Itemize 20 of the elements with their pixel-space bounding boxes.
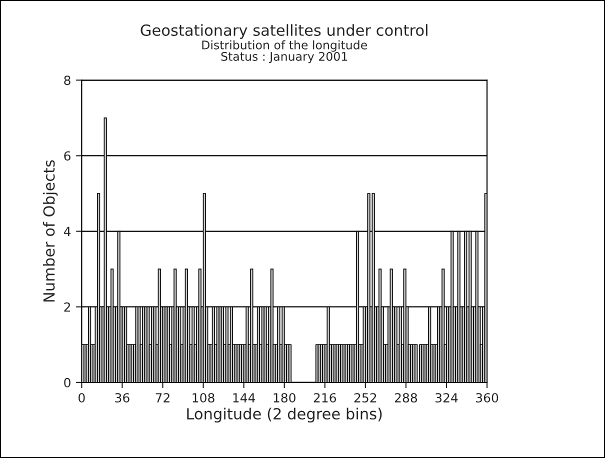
- x-axis-title: Longitude (2 degree bins): [187, 408, 382, 423]
- y-axis-title: Number of Objects: [42, 160, 58, 302]
- x-tick-label: 324: [436, 393, 458, 403]
- y-tick-label: 0: [64, 378, 70, 388]
- x-tick-label: 288: [394, 393, 418, 403]
- x-tick-label: 252: [354, 393, 376, 403]
- x-tick-label: 36: [115, 393, 130, 403]
- x-tick-label: 360: [476, 393, 498, 403]
- x-tick-label: 72: [156, 393, 170, 402]
- x-tick-label: 180: [274, 393, 296, 403]
- y-tick-label: 4: [64, 226, 71, 236]
- y-tick-label: 8: [64, 76, 70, 86]
- chart-subtitle: Distribution of the longitude Status : January 2001: [202, 40, 367, 64]
- y-tick-label: 2: [64, 302, 70, 312]
- x-tick-label: 216: [314, 393, 336, 403]
- x-tick-label: 0: [78, 393, 85, 403]
- chart-title: Geostationary satellites under control: [140, 24, 428, 39]
- x-tick-label: 108: [192, 393, 214, 403]
- x-tick-label: 144: [233, 393, 256, 402]
- y-tick-label: 6: [64, 151, 70, 161]
